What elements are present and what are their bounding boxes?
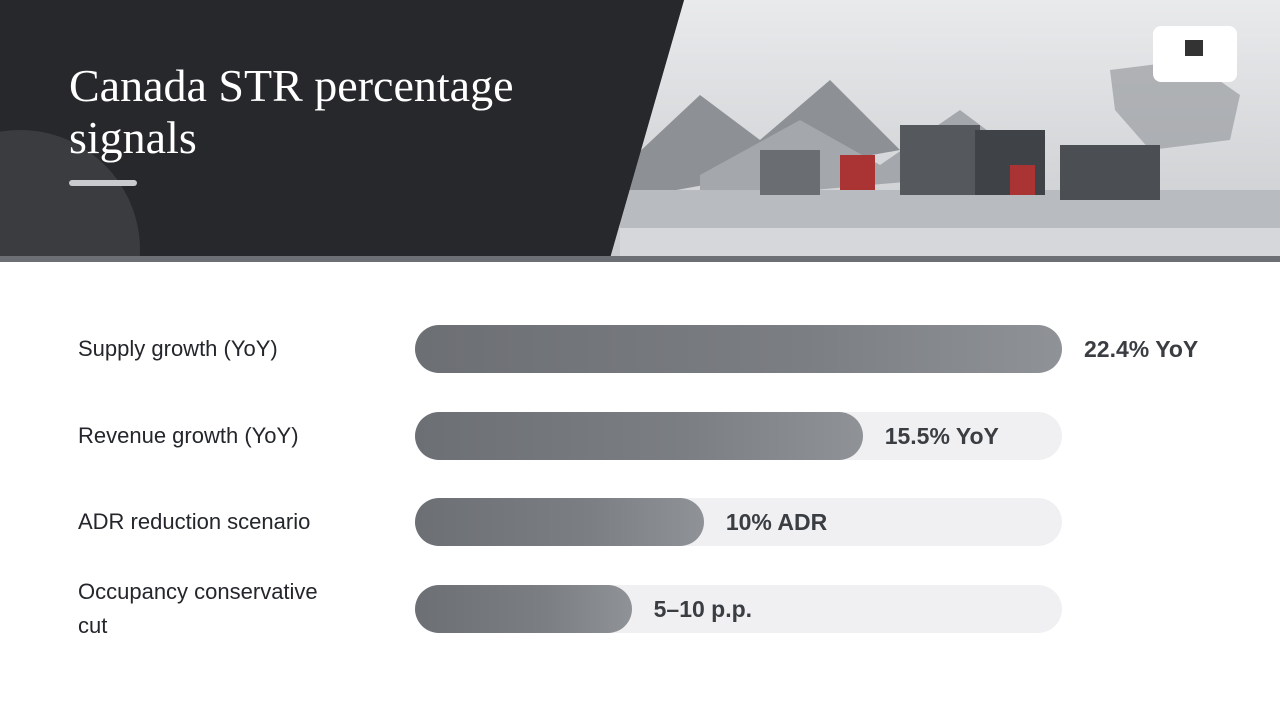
category-label: Occupancy conservative cut bbox=[78, 579, 318, 639]
value-label: 5–10 p.p. bbox=[653, 596, 753, 623]
bar bbox=[415, 498, 704, 547]
bar bbox=[415, 411, 863, 460]
bar bbox=[415, 585, 632, 634]
header-banner bbox=[0, 0, 1280, 262]
value-label: 10% ADR bbox=[725, 509, 828, 536]
category-label: ADR reduction scenario bbox=[78, 509, 311, 535]
logo-icon bbox=[1185, 40, 1203, 56]
value-label: 15.5% YoY bbox=[884, 422, 999, 449]
value-label: 22.4% YoY bbox=[1084, 336, 1199, 362]
category-label: Supply growth (YoY) bbox=[78, 336, 278, 361]
category-label: Revenue growth (YoY) bbox=[78, 422, 299, 448]
chart-title: Canada STR percentage signals bbox=[69, 60, 514, 163]
title-underline bbox=[69, 180, 137, 186]
bar bbox=[415, 325, 1062, 373]
